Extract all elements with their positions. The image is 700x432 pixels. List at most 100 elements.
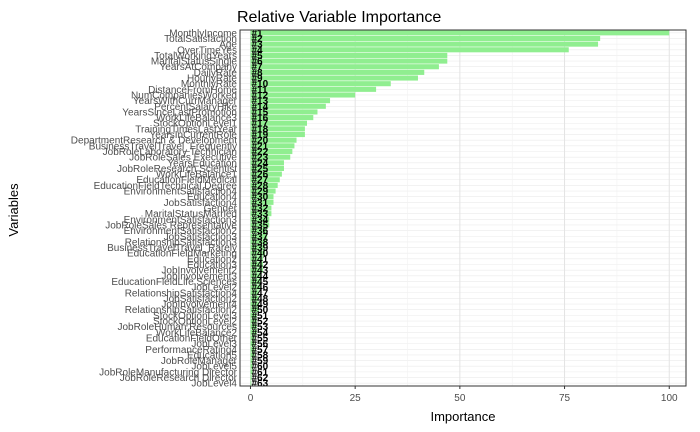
x-tick-label: 0 <box>248 393 254 404</box>
y-tick-label: StockOptionLevel3 <box>153 311 237 322</box>
y-tick-label: Education3 <box>187 260 237 271</box>
panel-border <box>239 29 687 387</box>
rank-label: #32 <box>251 204 268 215</box>
importance-bar <box>250 52 448 58</box>
y-tick-label: JobSatisfaction3 <box>164 232 238 243</box>
y-tick-label: JobRoleSales Executive <box>129 153 237 164</box>
y-tick-label: RelationshipSatisfaction3 <box>125 237 238 248</box>
importance-bar <box>250 188 276 194</box>
y-tick-label: JobSatisfaction4 <box>164 198 238 209</box>
importance-bar <box>250 182 278 188</box>
y-tick-label: PerformanceRating4 <box>145 345 237 356</box>
importance-bar <box>250 324 257 330</box>
rank-label: #55 <box>251 333 268 344</box>
rank-label: #31 <box>251 198 268 209</box>
importance-bar <box>250 92 356 98</box>
rank-labels: #1#2#3#4#5#6#7#8#9#10#11#12#13#14#15#16#… <box>251 28 268 389</box>
rank-label: #40 <box>251 249 268 260</box>
importance-bar <box>250 301 259 307</box>
rank-label: #51 <box>251 311 268 322</box>
rank-label: #58 <box>251 350 268 361</box>
y-tick-label: YearsAtCompany <box>160 62 237 73</box>
rank-label: #11 <box>251 85 268 96</box>
rank-label: #17 <box>251 119 268 130</box>
y-tick-label: MonthlyRate <box>181 79 238 90</box>
y-tick-label: RelationshipSatisfaction4 <box>125 288 238 299</box>
y-tick-label: EnvironmentSatisfaction4 <box>124 187 238 198</box>
x-axis-title: Importance <box>430 409 495 424</box>
rank-label: #9 <box>251 74 263 85</box>
importance-bar <box>250 109 318 115</box>
rank-label: #5 <box>251 51 263 62</box>
rank-label: #37 <box>251 232 268 243</box>
y-tick-label: EducationFieldMedical <box>136 175 237 186</box>
rank-label: #43 <box>251 266 268 277</box>
importance-bar <box>250 120 308 126</box>
importance-bar <box>250 81 391 87</box>
y-tick-label: JobLevel5 <box>191 362 237 373</box>
importance-bar <box>250 267 264 273</box>
rank-label: #50 <box>251 305 268 316</box>
rank-label: #1 <box>251 28 263 39</box>
importance-bar <box>250 103 326 109</box>
importance-bar <box>250 341 255 347</box>
rank-label: #28 <box>251 181 268 192</box>
rank-label: #13 <box>251 96 268 107</box>
rank-label: #36 <box>251 226 268 237</box>
y-tick-label: JobLevel3 <box>191 339 237 350</box>
y-tick-label: Education2 <box>187 254 237 265</box>
y-tick-label: EnvironmentSatisfaction2 <box>124 226 238 237</box>
bars <box>250 30 670 386</box>
rank-label: #6 <box>251 57 263 68</box>
rank-label: #4 <box>251 45 263 56</box>
rank-label: #8 <box>251 68 263 79</box>
rank-label: #42 <box>251 260 268 271</box>
y-tick-label: Gender <box>204 204 238 215</box>
rank-label: #62 <box>251 373 268 384</box>
y-tick-label: EnvironmentSatisfaction3 <box>124 215 238 226</box>
importance-bar <box>250 352 255 358</box>
importance-bar <box>250 228 268 234</box>
y-tick-labels: MonthlyIncomeTotalSatisfactionAgeOverTim… <box>71 28 238 389</box>
importance-bar <box>250 369 253 375</box>
rank-label: #3 <box>251 40 263 51</box>
y-tick-label: PercentSalaryHike <box>154 102 237 113</box>
x-tick-label: 25 <box>350 393 362 404</box>
y-tick-label: JobRoleLaboratory Technician <box>103 147 237 158</box>
importance-bar <box>250 295 259 301</box>
importance-bar <box>250 148 293 155</box>
y-tick-label: TrainingTimesLastYear <box>135 124 237 135</box>
importance-bar <box>250 154 291 160</box>
importance-bar <box>250 194 274 200</box>
y-tick-label: TotalWorkingYears <box>154 51 237 62</box>
y-tick-label: Education4 <box>187 192 237 203</box>
y-tick-label: StockOptionLevel2 <box>153 317 237 328</box>
y-tick-label: JobRoleResearch Director <box>120 373 238 384</box>
rank-label: #29 <box>251 187 268 198</box>
rank-label: #45 <box>251 277 268 288</box>
y-tick-label: Age <box>219 40 237 51</box>
y-tick-label: BusinessTravelTravel_Rarely <box>107 243 237 254</box>
importance-bar <box>250 358 253 364</box>
importance-bar <box>250 131 305 138</box>
y-tick-label: JobInvolvement4 <box>161 300 237 311</box>
importance-bar <box>250 374 252 381</box>
rank-label: #16 <box>251 113 268 124</box>
rank-label: #41 <box>251 254 268 265</box>
importance-bar <box>250 177 280 183</box>
x-tick-label: 75 <box>559 393 571 404</box>
rank-label: #44 <box>251 271 268 282</box>
rank-label: #46 <box>251 283 268 294</box>
importance-bar <box>250 41 599 47</box>
y-tick-label: RelationshipSatisfaction2 <box>125 305 238 316</box>
y-tick-label: DistanceFromHome <box>148 85 237 96</box>
chart-title: Relative Variable Importance <box>237 9 441 26</box>
importance-bar <box>250 98 331 104</box>
rank-label: #20 <box>251 136 268 147</box>
y-tick-label: JobRoleManufacturing Director <box>99 367 238 378</box>
rank-label: #24 <box>251 158 268 169</box>
y-tick-label: JobSatisfaction2 <box>164 294 238 305</box>
rank-label: #21 <box>251 141 268 152</box>
importance-bar <box>250 273 261 279</box>
rank-label: #53 <box>251 322 268 333</box>
